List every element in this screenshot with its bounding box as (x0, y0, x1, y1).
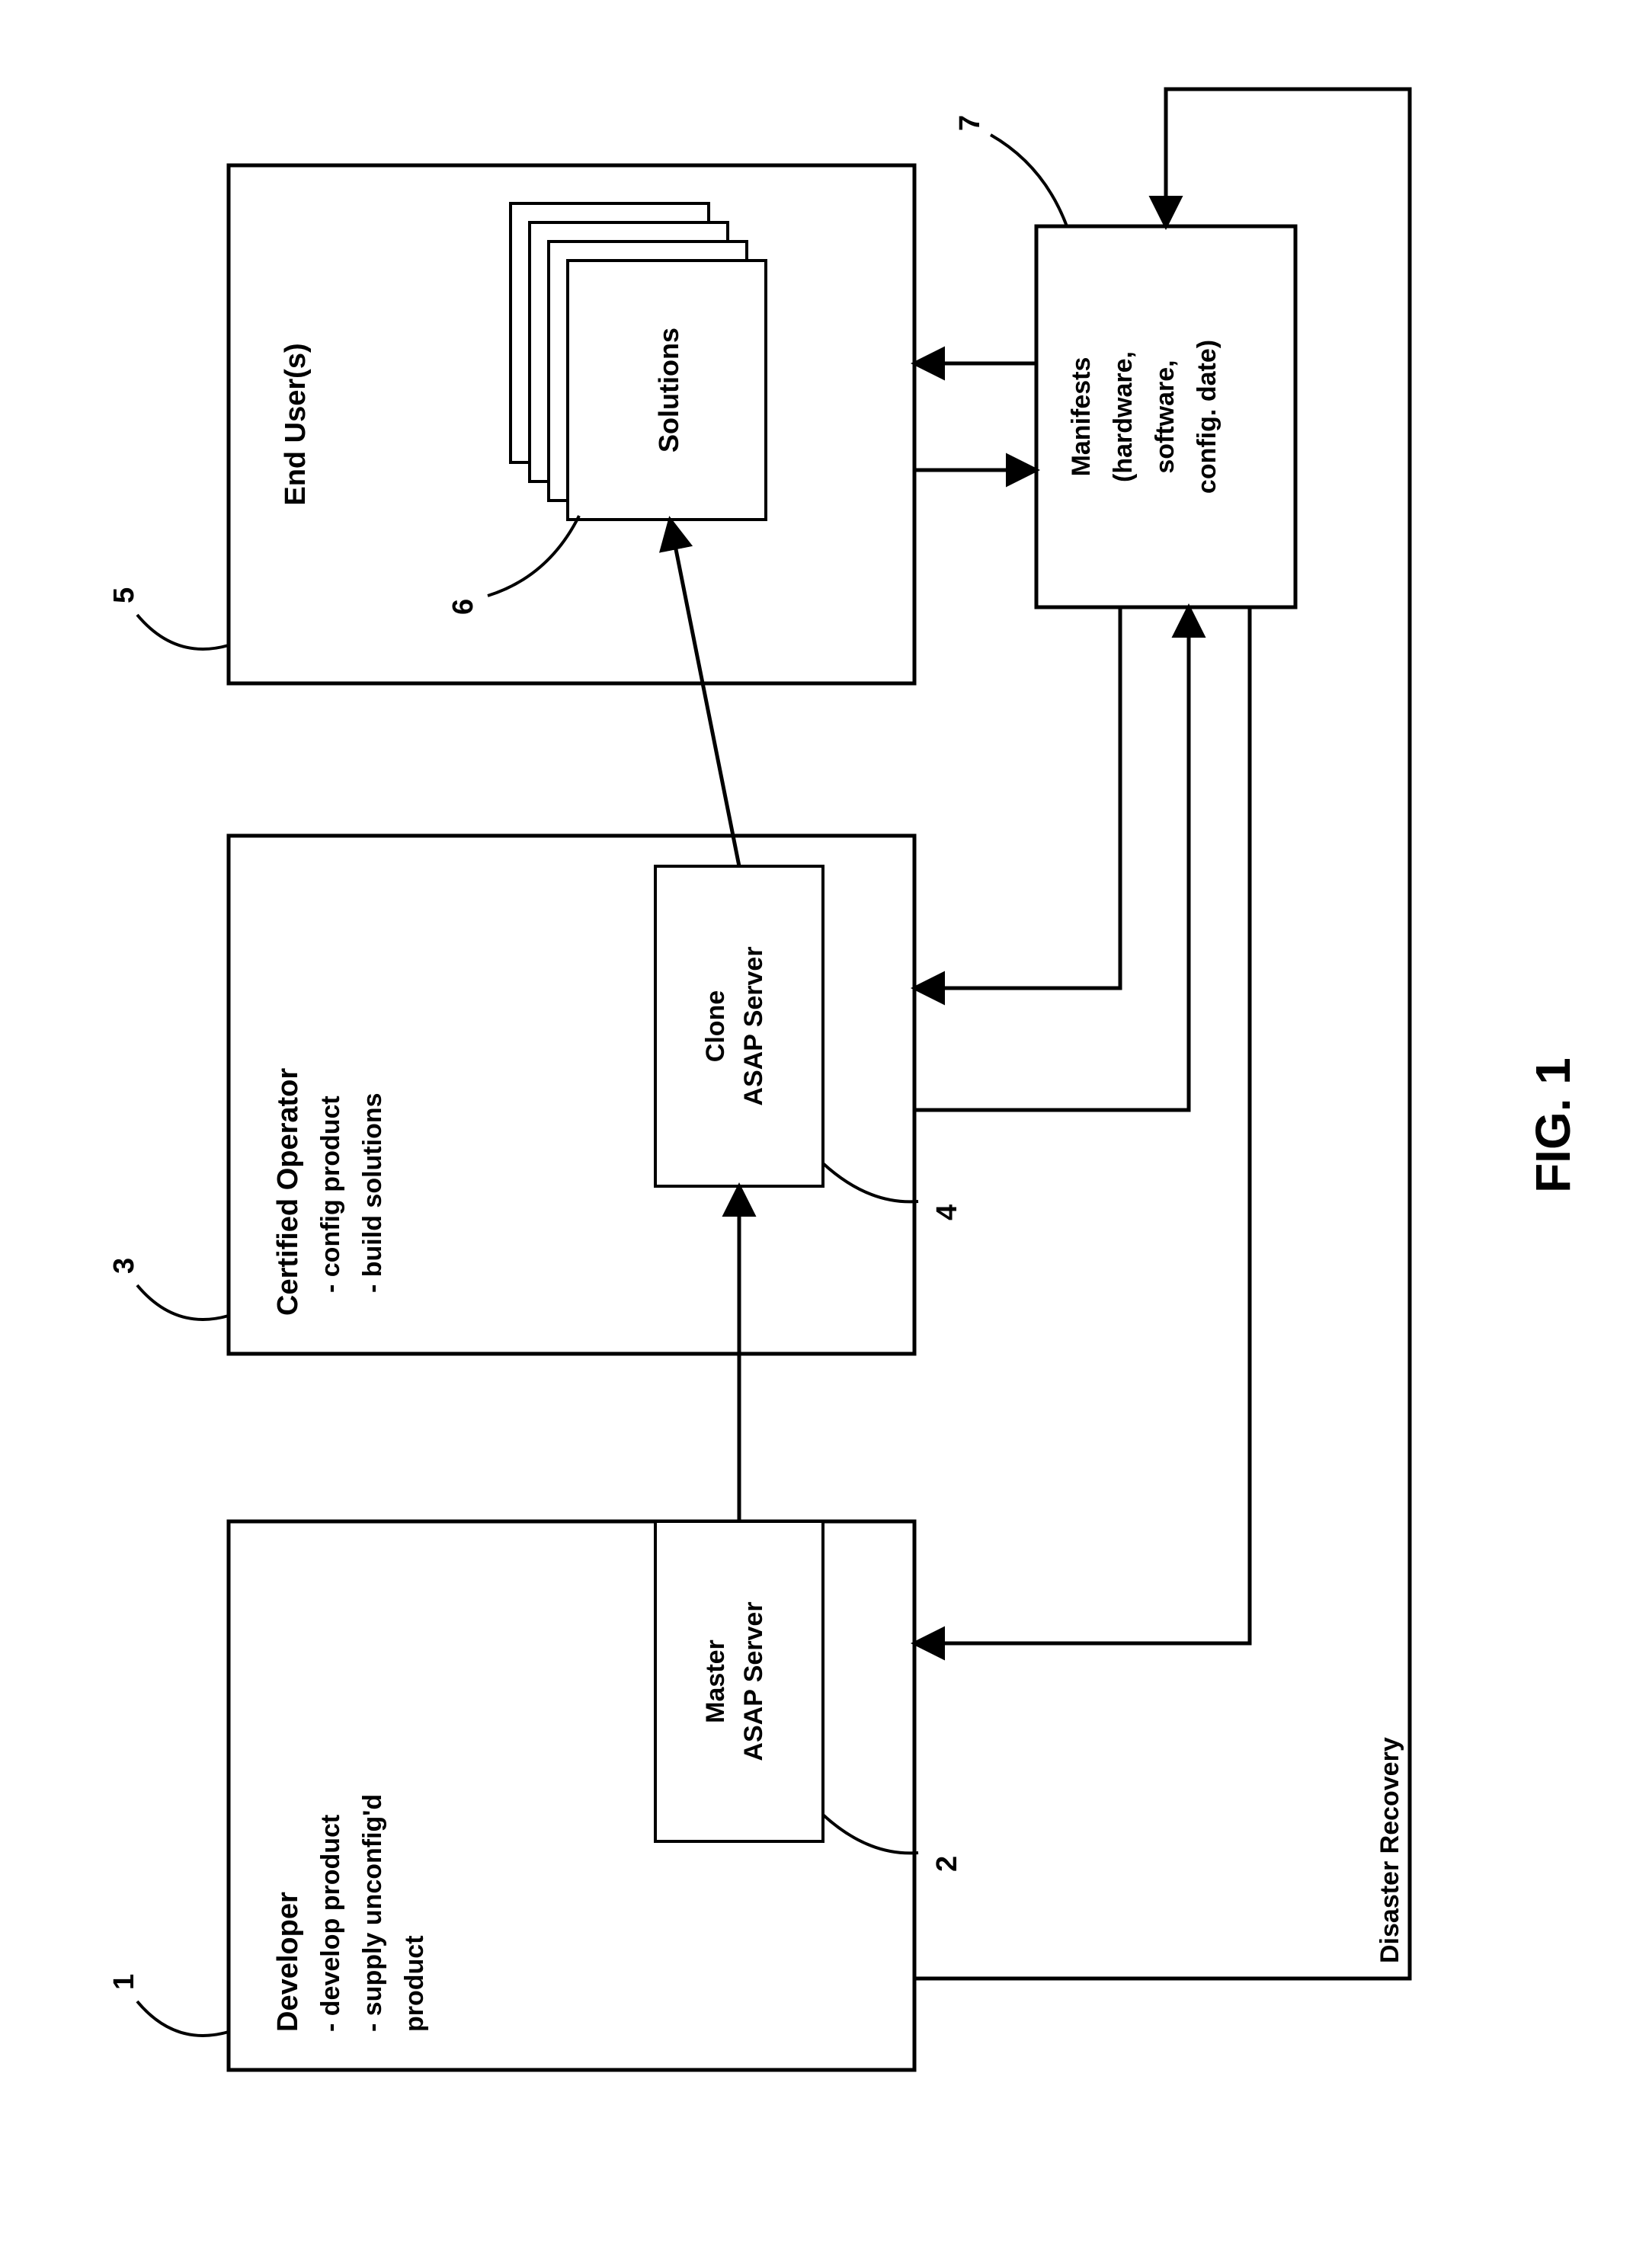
operator-line2: - build solutions (358, 1092, 387, 1293)
ref-5: 5 (108, 587, 140, 603)
leader-5 (137, 615, 229, 649)
developer-line2: - supply unconfig'd (358, 1794, 387, 2032)
manifests-l1: Manifests (1067, 357, 1096, 477)
ref-6: 6 (447, 599, 479, 615)
solutions-label: Solutions (653, 328, 684, 453)
ref-7: 7 (954, 115, 986, 131)
solutions-stack (511, 203, 766, 520)
clone-l1: Clone (701, 990, 730, 1062)
manifests-l4: config. date) (1193, 340, 1222, 494)
ref-2: 2 (931, 1856, 963, 1872)
ref-3: 3 (108, 1258, 140, 1274)
ref-4: 4 (931, 1204, 963, 1220)
figure-caption: FIG. 1 (1526, 1057, 1580, 1193)
developer-title: Developer (272, 1892, 304, 2032)
clone-l2: ASAP Server (739, 946, 768, 1105)
ref-1: 1 (108, 1974, 140, 1990)
developer-line3: product (400, 1935, 429, 2032)
master-l2: ASAP Server (739, 1601, 768, 1761)
leader-7 (991, 135, 1067, 226)
developer-line1: - develop product (316, 1815, 345, 2032)
operator-line1: - config product (316, 1096, 345, 1293)
arrow-manifests-to-operator (917, 607, 1120, 988)
master-l1: Master (701, 1639, 730, 1723)
arrow-operator-to-manifests (914, 610, 1189, 1110)
leader-3 (137, 1285, 229, 1320)
manifests-l3: software, (1151, 360, 1180, 473)
manifests-l2: (hardware, (1109, 351, 1138, 482)
operator-title: Certified Operator (272, 1068, 304, 1316)
leader-1 (137, 2001, 229, 2036)
enduser-title: End User(s) (280, 343, 312, 505)
arrow-manifests-to-developer (917, 607, 1250, 1643)
disaster-recovery-label: Disaster Recovery (1375, 1737, 1404, 1963)
